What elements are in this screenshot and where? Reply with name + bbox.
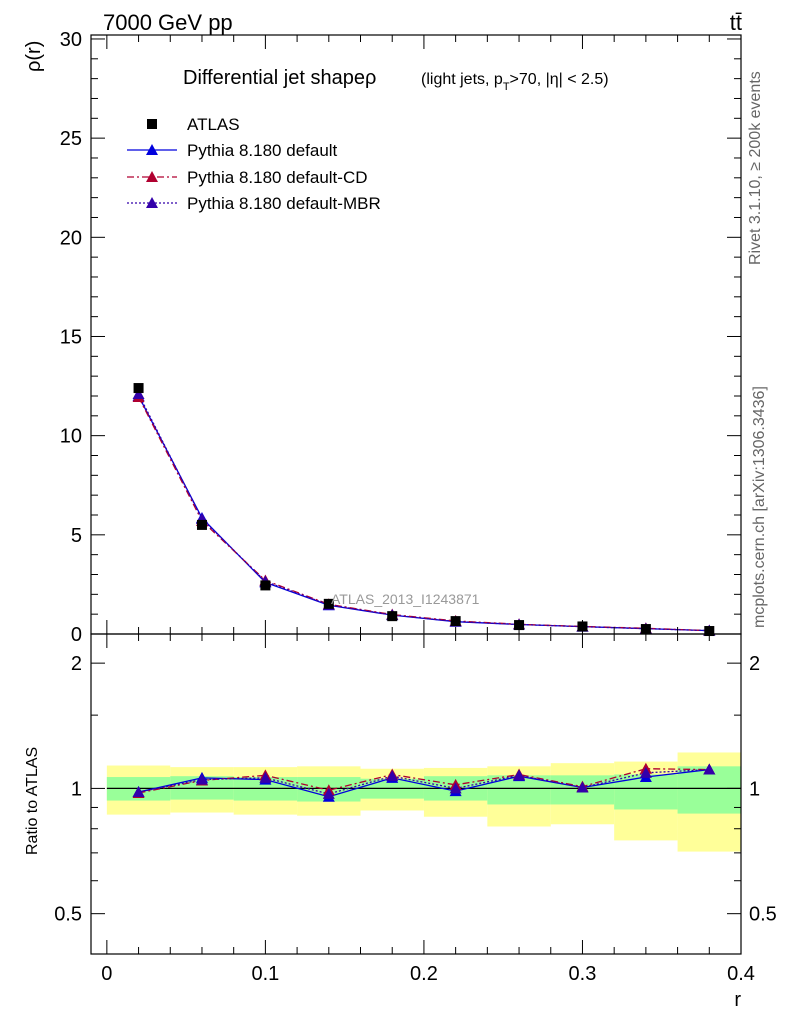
atlas-data-point: [196, 519, 207, 530]
atlas-data-point: [260, 580, 271, 591]
legend-marker: [146, 171, 158, 182]
x-axis-label: r: [734, 989, 741, 1011]
watermark: ATLAS_2013_I1243871: [331, 591, 480, 607]
ratio-series-line: [138, 768, 710, 795]
atlas-data-point: [323, 598, 334, 609]
main-y-tick-label: 15: [60, 326, 82, 348]
main-x-ticks: [106, 35, 742, 634]
atlas-data-point: [133, 383, 144, 394]
ratio-y-tick-label: 2: [71, 653, 82, 675]
ratio-series-marker: [703, 763, 716, 775]
atlas-data-point: [450, 616, 461, 627]
main-y-tick-label: 0: [71, 624, 82, 646]
legend-marker: [146, 144, 158, 155]
x-tick-label: 0.3: [569, 963, 597, 985]
atlas-data-point: [387, 611, 398, 622]
ratio-frame: [90, 633, 742, 955]
x-tick-label: 0: [101, 963, 112, 985]
mcplots-label: mcplots.cern.ch [arXiv:1306.3436]: [751, 386, 768, 628]
ratio-series-marker: [132, 786, 145, 798]
ratio-plot-area: [106, 752, 741, 852]
chart-title: Differential jet shapeρ: [183, 67, 376, 89]
ratio-series-line: [138, 768, 710, 794]
energy-label: 7000 GeV pp: [103, 10, 233, 35]
legend-marker: [146, 197, 158, 208]
ratio-y-tick-label: 0.5: [54, 904, 82, 926]
ratio-series-marker: [259, 771, 272, 783]
atlas-data-point: [514, 620, 525, 631]
ratio-series-marker: [513, 769, 526, 781]
main-y-axis-label: ρ(r): [23, 41, 45, 72]
x-tick-label: 0.2: [410, 963, 438, 985]
main-y-axis: 0 5 10 15 20 25 30: [60, 29, 741, 646]
main-y-tick-label: 10: [60, 426, 82, 448]
main-plot-area: [132, 383, 716, 637]
main-y-tick-label: 25: [60, 128, 82, 150]
ratio-panel: 0.5 0.51 12 2 0 0.1 0.2 0.3 0.4 Ratio to ATLAS …: [24, 633, 777, 1011]
x-tick-label: 0.4: [727, 963, 755, 985]
legend: ATLAS Pythia 8.180 default Pythia 8.180 de…: [127, 115, 381, 213]
legend-label: ATLAS: [187, 115, 240, 134]
ratio-series-marker: [639, 766, 652, 778]
ratio-series-marker: [449, 782, 462, 794]
main-series-marker: [132, 388, 145, 400]
ratio-y-tick-label-right: 1: [749, 778, 760, 800]
ratio-y-tick-label-right: 0.5: [749, 904, 777, 926]
ratio-y-axis-label: Ratio to ATLAS: [24, 747, 41, 855]
main-y-tick-label: 5: [71, 525, 82, 547]
process-label: tt̄: [730, 10, 742, 35]
legend-label: Pythia 8.180 default-MBR: [187, 194, 381, 213]
ratio-x-axis: 0 0.1 0.2 0.3 0.4: [101, 634, 755, 985]
legend-label: Pythia 8.180 default: [187, 141, 338, 160]
ratio-series-marker: [386, 770, 399, 782]
legend-marker: [147, 119, 157, 129]
ratio-series-marker: [195, 773, 208, 785]
main-y-tick-label: 20: [60, 227, 82, 249]
ratio-series-marker: [576, 781, 589, 793]
ratio-y-tick-label: 1: [71, 778, 82, 800]
rivet-label: Rivet 3.1.10, ≥ 200k events: [747, 71, 764, 265]
ratio-series-marker: [322, 787, 335, 799]
main-series-line: [137, 393, 710, 632]
main-y-tick-label: 30: [60, 29, 82, 51]
x-tick-label: 0.1: [251, 963, 279, 985]
chart-subtitle: (light jets, pT>70, |η| < 2.5): [421, 71, 609, 93]
legend-label: Pythia 8.180 default-CD: [187, 168, 368, 187]
main-panel: 0 5 10 15 20 25 30 ρ(r) Differential jet shape…: [23, 29, 742, 646]
ratio-y-axis: 0.5 0.5 1 1 2 2: [54, 653, 777, 926]
ratio-y-tick-label-right: 2: [749, 653, 760, 675]
